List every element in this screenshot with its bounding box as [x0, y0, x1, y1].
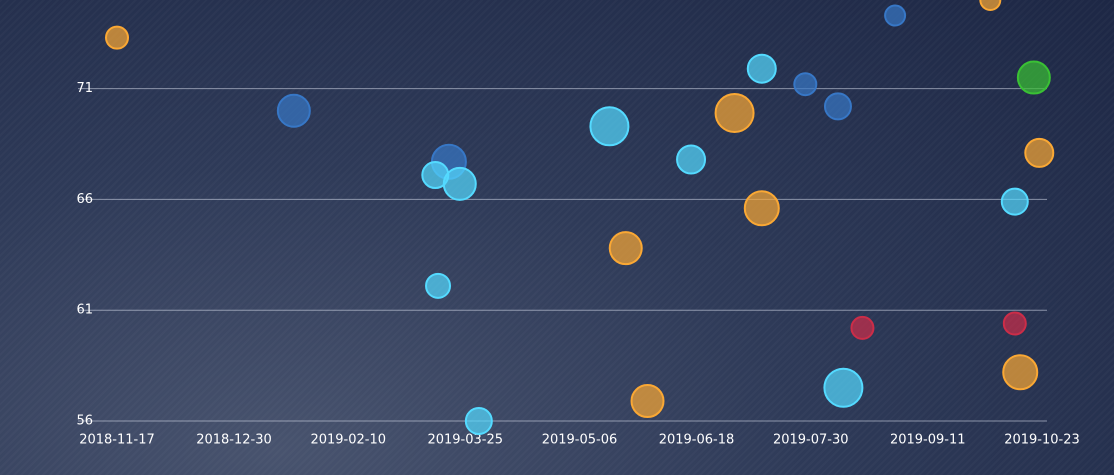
- x-tick-label: 2019-07-30: [773, 433, 849, 448]
- bubble: [850, 315, 875, 340]
- bubble: [793, 72, 818, 97]
- x-tick-label: 2018-12-30: [196, 433, 272, 448]
- bubble: [823, 367, 864, 408]
- bubble: [425, 272, 452, 299]
- bubble: [884, 4, 907, 27]
- bubble: [823, 92, 852, 121]
- bubble: [1016, 60, 1051, 95]
- x-tick-label: 2019-03-25: [427, 433, 503, 448]
- x-tick-label: 2019-09-11: [890, 433, 966, 448]
- bubble: [714, 93, 755, 134]
- bubble: [1002, 311, 1027, 336]
- y-tick-label: 56: [76, 414, 93, 429]
- x-tick-label: 2018-11-17: [79, 433, 155, 448]
- y-tick-label: 61: [76, 303, 93, 318]
- bubble: [743, 190, 780, 227]
- bubble: [464, 407, 493, 435]
- bubble: [746, 53, 777, 84]
- bubble: [608, 231, 643, 266]
- bubble: [979, 0, 1002, 11]
- bubble: [676, 144, 707, 175]
- bubble: [276, 93, 311, 128]
- x-tick-label: 2019-05-06: [542, 433, 618, 448]
- y-tick-label: 71: [76, 81, 93, 96]
- x-tick-label: 2019-02-10: [310, 433, 386, 448]
- x-tick-label: 2019-06-18: [659, 433, 735, 448]
- x-tick-label: 2019-10-23: [1004, 433, 1080, 448]
- y-tick-label: 66: [76, 192, 93, 207]
- bubble: [630, 384, 665, 419]
- bubble: [1024, 137, 1055, 168]
- bubble: [442, 166, 477, 201]
- bubble: [105, 25, 129, 50]
- bubble: [1002, 354, 1039, 391]
- bubble: [1000, 187, 1029, 216]
- bubble: [589, 106, 630, 147]
